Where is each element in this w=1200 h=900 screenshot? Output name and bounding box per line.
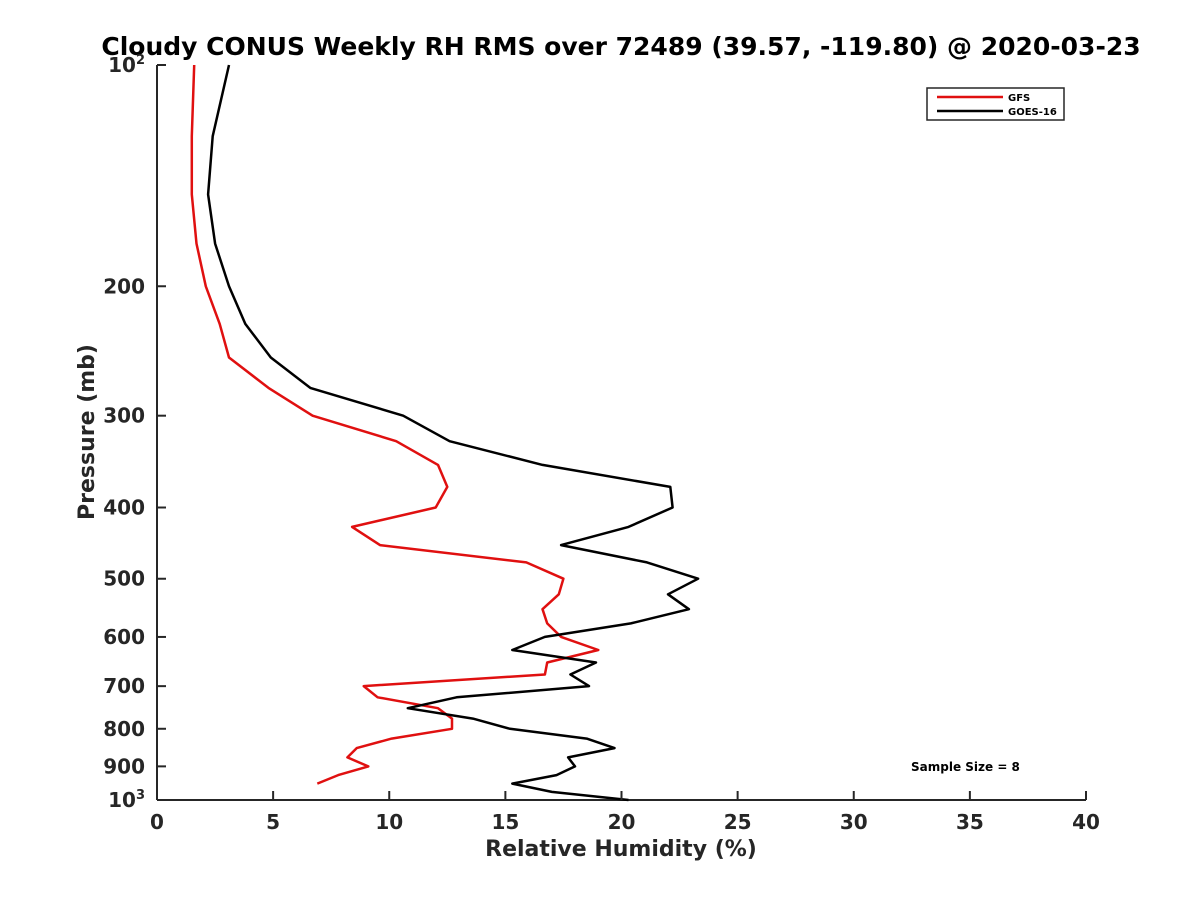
- y-tick-label: 500: [103, 567, 145, 591]
- y-tick-label: 700: [103, 674, 145, 698]
- x-tick-label: 15: [491, 810, 519, 834]
- x-tick-label: 10: [375, 810, 403, 834]
- legend: GFS GOES-16: [926, 87, 1065, 121]
- x-tick-label: 20: [608, 810, 636, 834]
- y-tick-label: 900: [103, 754, 145, 778]
- x-tick-label: 40: [1072, 810, 1100, 834]
- y-axis-label: Pressure (mb): [75, 344, 100, 520]
- y-tick-label: 600: [103, 625, 145, 649]
- x-tick-label: 30: [840, 810, 868, 834]
- x-axis-ticks: 0 5 10 15 20 25 30 35 40: [150, 791, 1100, 834]
- x-axis-label: Relative Humidity (%): [485, 837, 757, 862]
- chart-title: Cloudy CONUS Weekly RH RMS over 72489 (3…: [101, 32, 1140, 61]
- series-line-goes-16: [206, 64, 700, 802]
- sample-size-annotation: Sample Size = 8: [911, 760, 1020, 774]
- y-tick-label: 800: [103, 717, 145, 741]
- y-tick-label: 102: [108, 53, 145, 77]
- y-tick-label: 300: [103, 404, 145, 428]
- series-layer: [190, 64, 700, 802]
- x-tick-label: 5: [266, 810, 280, 834]
- y-tick-label: 400: [103, 496, 145, 520]
- x-tick-label: 0: [150, 810, 164, 834]
- y-tick-label: 103: [108, 788, 145, 812]
- legend-label-goes-16: GOES-16: [1008, 107, 1057, 118]
- legend-label-gfs: GFS: [1008, 93, 1030, 104]
- x-tick-label: 25: [724, 810, 752, 834]
- y-tick-label: 200: [103, 274, 145, 298]
- x-tick-label: 35: [956, 810, 984, 834]
- legend-box: [926, 87, 1065, 121]
- y-axis-ticks: 102 200 300 400 500 600 700 800 900 103: [103, 53, 166, 812]
- series-line-gfs: [190, 64, 600, 785]
